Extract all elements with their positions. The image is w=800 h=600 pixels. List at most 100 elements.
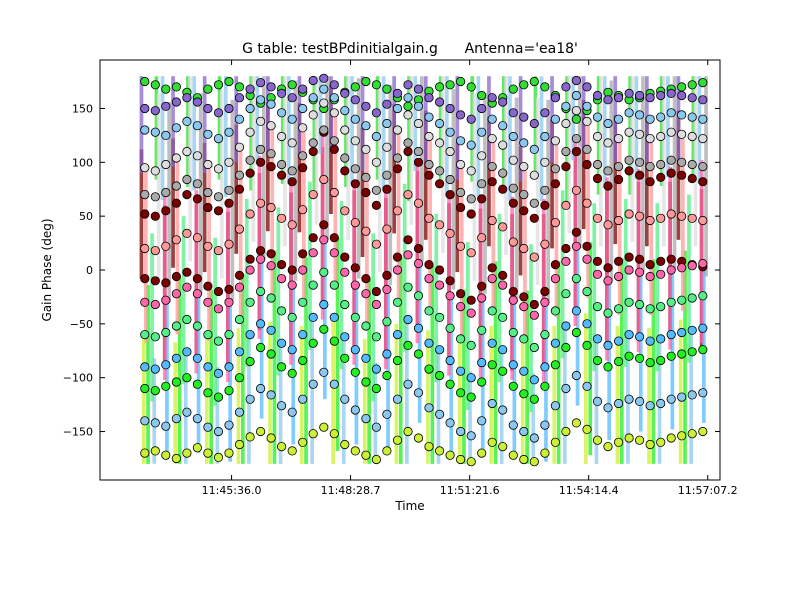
data-point — [161, 450, 171, 460]
data-point — [466, 114, 476, 124]
data-point — [382, 142, 392, 152]
data-point — [224, 385, 234, 396]
data-point — [455, 454, 466, 465]
series-7 — [140, 174, 708, 262]
data-point — [329, 233, 339, 243]
data-point — [224, 157, 234, 167]
data-point — [582, 198, 592, 208]
phase-bar — [615, 326, 620, 464]
data-point — [340, 125, 350, 135]
data-point — [519, 426, 529, 437]
data-point — [634, 299, 645, 310]
data-point — [466, 308, 476, 318]
data-point — [498, 405, 508, 415]
data-point — [455, 202, 466, 213]
data-point — [350, 136, 360, 146]
data-point — [371, 131, 381, 142]
series-10 — [140, 418, 708, 467]
data-point — [192, 179, 202, 189]
data-point — [698, 258, 708, 269]
data-point — [192, 194, 202, 204]
data-point — [592, 90, 603, 101]
phase-bar — [577, 76, 582, 249]
phase-bar — [202, 76, 207, 174]
data-point — [624, 108, 634, 118]
data-point — [687, 93, 697, 103]
data-point — [687, 390, 697, 400]
data-point — [213, 304, 224, 314]
data-point — [698, 95, 708, 105]
data-point — [445, 323, 455, 333]
data-point — [182, 174, 192, 185]
data-point — [382, 270, 392, 280]
data-point — [487, 93, 497, 103]
data-point — [434, 220, 445, 230]
phase-bar — [476, 76, 481, 197]
data-point — [403, 426, 413, 437]
data-point — [224, 76, 234, 87]
data-point — [645, 304, 655, 314]
phase-bar — [205, 336, 209, 464]
data-point — [508, 295, 518, 305]
data-point — [561, 256, 571, 266]
data-point — [287, 80, 297, 90]
data-point — [413, 101, 424, 111]
data-point — [455, 110, 466, 120]
data-point — [287, 93, 297, 103]
data-point — [413, 146, 424, 157]
data-point — [634, 396, 645, 406]
data-point — [234, 407, 245, 417]
data-point — [677, 129, 687, 139]
data-point — [445, 174, 455, 185]
data-point — [340, 206, 350, 216]
phase-bar — [375, 76, 380, 180]
data-point — [392, 394, 403, 404]
x-tick-label: 11:48:28.7 — [321, 484, 381, 497]
data-point — [413, 118, 424, 129]
data-point — [571, 306, 582, 316]
data-point — [382, 349, 392, 359]
phase-bar — [693, 76, 698, 247]
data-point — [613, 162, 624, 172]
data-point — [140, 243, 150, 254]
data-point — [645, 271, 655, 282]
data-point — [445, 190, 455, 200]
data-point — [298, 297, 308, 307]
data-point — [403, 138, 413, 148]
data-point — [550, 306, 561, 316]
data-point — [624, 127, 634, 137]
data-point — [150, 246, 160, 256]
data-point — [592, 173, 603, 184]
data-point — [224, 362, 234, 372]
y-axis-label: Gain Phase (deg) — [40, 218, 54, 321]
y-tick-label: 0 — [86, 264, 93, 277]
data-point — [140, 448, 150, 458]
phase-bar — [575, 246, 580, 406]
data-point — [287, 138, 297, 148]
data-point — [571, 106, 582, 116]
data-point — [234, 82, 245, 92]
data-point — [340, 394, 350, 404]
data-point — [550, 401, 561, 411]
data-point — [329, 108, 339, 118]
data-point — [298, 205, 308, 215]
phase-bar — [266, 76, 270, 152]
data-point — [413, 258, 424, 269]
y-tick-label: 50 — [79, 210, 93, 223]
data-point — [529, 457, 539, 467]
data-point — [350, 82, 360, 92]
data-point — [677, 211, 687, 221]
data-point — [276, 362, 287, 372]
data-point — [319, 220, 329, 230]
data-point — [403, 250, 413, 260]
phase-bar — [331, 317, 335, 464]
data-point — [666, 168, 676, 178]
data-point — [645, 401, 655, 411]
data-point — [140, 103, 150, 114]
data-point — [403, 110, 413, 120]
data-point — [498, 270, 508, 280]
data-point — [571, 327, 582, 338]
data-point — [445, 418, 455, 428]
data-point — [203, 422, 213, 432]
data-point — [540, 108, 550, 118]
